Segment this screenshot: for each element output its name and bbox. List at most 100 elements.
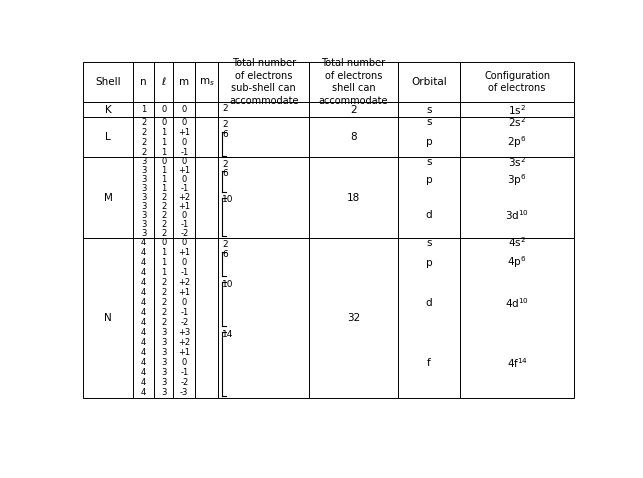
- Bar: [460, 102, 574, 118]
- Bar: [154, 118, 174, 157]
- Text: 6: 6: [222, 250, 228, 259]
- Text: 2: 2: [222, 104, 228, 113]
- Text: -2: -2: [180, 318, 188, 327]
- Text: 4: 4: [141, 308, 146, 317]
- Bar: [154, 62, 174, 102]
- Text: 0: 0: [181, 105, 187, 114]
- Text: 3: 3: [161, 328, 167, 337]
- Bar: [174, 157, 195, 238]
- Text: -2: -2: [180, 228, 188, 238]
- Bar: [154, 157, 174, 238]
- Bar: [195, 118, 219, 157]
- Text: 8: 8: [350, 132, 357, 142]
- Text: 0: 0: [181, 358, 187, 367]
- Text: 4: 4: [141, 378, 146, 387]
- Text: 0: 0: [161, 105, 167, 114]
- Text: 0: 0: [181, 211, 187, 220]
- Text: -2: -2: [180, 378, 188, 387]
- Text: n: n: [140, 77, 147, 87]
- Text: 0: 0: [181, 118, 187, 127]
- Text: 4: 4: [141, 238, 146, 247]
- Text: -1: -1: [180, 184, 188, 193]
- Text: 0: 0: [181, 175, 187, 184]
- Bar: [460, 118, 574, 157]
- Text: 2: 2: [141, 148, 146, 157]
- Text: 14: 14: [222, 330, 233, 339]
- Bar: [398, 118, 460, 157]
- Text: 10: 10: [222, 196, 233, 205]
- Text: Total number
of electrons
shell can
accommodate: Total number of electrons shell can acco…: [319, 58, 388, 106]
- Bar: [133, 118, 154, 157]
- Text: 2: 2: [161, 228, 167, 238]
- Text: 4: 4: [141, 288, 146, 297]
- Text: s: s: [426, 118, 432, 128]
- Bar: [195, 157, 219, 238]
- Text: 4d$^{10}$: 4d$^{10}$: [505, 296, 529, 310]
- Text: -1: -1: [180, 268, 188, 277]
- Text: -1: -1: [180, 368, 188, 377]
- Bar: [398, 157, 460, 238]
- Text: 1: 1: [141, 105, 146, 114]
- Bar: [174, 102, 195, 118]
- Text: ℓ: ℓ: [161, 77, 166, 87]
- Text: 2: 2: [161, 211, 167, 220]
- Text: L: L: [105, 132, 111, 142]
- Text: Configuration
of electrons: Configuration of electrons: [484, 71, 550, 93]
- Text: -1: -1: [180, 220, 188, 228]
- Text: 3s$^2$: 3s$^2$: [508, 155, 526, 169]
- Text: 2: 2: [141, 118, 146, 127]
- Text: +1: +1: [178, 248, 190, 257]
- Text: 6: 6: [222, 169, 228, 178]
- Text: f: f: [427, 358, 431, 368]
- Text: +1: +1: [178, 288, 190, 297]
- Bar: [174, 238, 195, 398]
- Text: 4: 4: [141, 348, 146, 357]
- Text: 1: 1: [161, 184, 167, 193]
- Bar: [460, 157, 574, 238]
- Text: 3: 3: [161, 388, 167, 397]
- Text: 4: 4: [141, 318, 146, 327]
- Text: Total number
of electrons
sub-shell can
accommodate: Total number of electrons sub-shell can …: [229, 58, 298, 106]
- Bar: [154, 102, 174, 118]
- Bar: [133, 157, 154, 238]
- Text: 6: 6: [222, 130, 228, 139]
- Text: 3: 3: [161, 358, 167, 367]
- Text: 2: 2: [141, 138, 146, 147]
- Text: d: d: [426, 210, 433, 220]
- Text: 2: 2: [350, 105, 357, 115]
- Text: +1: +1: [178, 348, 190, 357]
- Text: 2: 2: [161, 298, 167, 307]
- Text: M: M: [104, 193, 113, 203]
- Text: 4: 4: [141, 368, 146, 377]
- Text: 0: 0: [161, 118, 167, 127]
- Text: 3: 3: [141, 211, 146, 220]
- Bar: [174, 62, 195, 102]
- Text: 1: 1: [161, 138, 167, 147]
- Bar: [154, 238, 174, 398]
- Text: 3: 3: [141, 228, 146, 238]
- Text: 4: 4: [141, 338, 146, 347]
- Text: 3: 3: [161, 378, 167, 387]
- Bar: [219, 102, 309, 118]
- Text: 2: 2: [161, 202, 167, 211]
- Text: 3: 3: [161, 348, 167, 357]
- Text: 2: 2: [161, 288, 167, 297]
- Text: 3: 3: [141, 220, 146, 228]
- Bar: [84, 238, 133, 398]
- Text: -1: -1: [180, 148, 188, 157]
- Text: 10: 10: [222, 280, 233, 289]
- Text: 0: 0: [181, 138, 187, 147]
- Text: 1: 1: [161, 248, 167, 257]
- Text: 4: 4: [141, 358, 146, 367]
- Text: 4: 4: [141, 248, 146, 257]
- Text: 4f$^{14}$: 4f$^{14}$: [507, 356, 528, 369]
- Text: p: p: [426, 174, 433, 185]
- Text: p: p: [426, 258, 433, 268]
- Text: 1: 1: [161, 166, 167, 175]
- Text: 2: 2: [222, 120, 228, 129]
- Text: p: p: [426, 138, 433, 147]
- Text: N: N: [104, 313, 112, 323]
- Text: 1: 1: [161, 258, 167, 267]
- Text: 3: 3: [141, 166, 146, 175]
- Text: +2: +2: [178, 193, 190, 202]
